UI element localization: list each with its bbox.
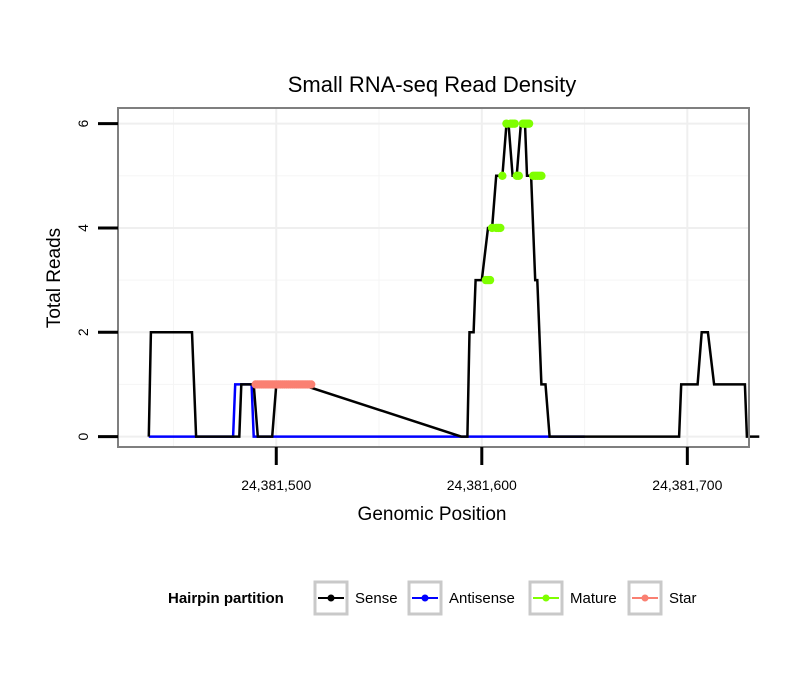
x-tick-label: 24,381,600 [447,477,517,493]
y-tick-label: 2 [75,328,91,336]
series-mature-point [485,275,495,285]
y-tick-label: 4 [75,224,91,232]
legend-label-mature: Mature [570,590,617,607]
x-tick-label: 24,381,700 [652,477,722,493]
legend-key-sense-point [327,594,335,602]
plot-panel [117,107,760,448]
legend-item-antisense: Antisense [407,580,515,616]
x-tick-label: 24,381,500 [241,477,311,493]
legend-item-mature: Mature [528,580,617,616]
legend-label-sense: Sense [355,590,398,607]
series-mature-point [537,171,546,180]
legend-item-sense: Sense [313,580,398,616]
y-tick-label: 0 [75,432,91,440]
chart-title: Small RNA-seq Read Density [288,72,577,97]
series-layer [147,119,760,438]
legend-item-star: Star [627,580,697,616]
series-star-point [307,380,316,389]
legend: Hairpin partition Sense Antisense Mature St… [168,580,697,616]
series-mature-point [524,119,534,128]
legend-key-mature-point [542,594,550,602]
series-mature-point [510,119,519,128]
y-axis-title: Total Reads [44,228,65,328]
legend-label-antisense: Antisense [449,590,515,607]
series-sense-line [147,122,760,438]
series-mature-point [496,223,505,233]
axes: 0 2 4 6 24,381,500 24,381,600 24,381,700 [75,120,723,493]
series-mature-point [498,171,507,180]
legend-label-star: Star [669,590,697,607]
legend-key-star-point [641,594,649,602]
plot-border [117,107,750,448]
series-mature-point [514,171,523,180]
plot-background [118,108,749,447]
legend-key-antisense-point [421,594,429,602]
y-tick-label: 6 [75,120,91,128]
legend-title: Hairpin partition [168,590,284,607]
x-axis-title: Genomic Position [358,504,507,525]
